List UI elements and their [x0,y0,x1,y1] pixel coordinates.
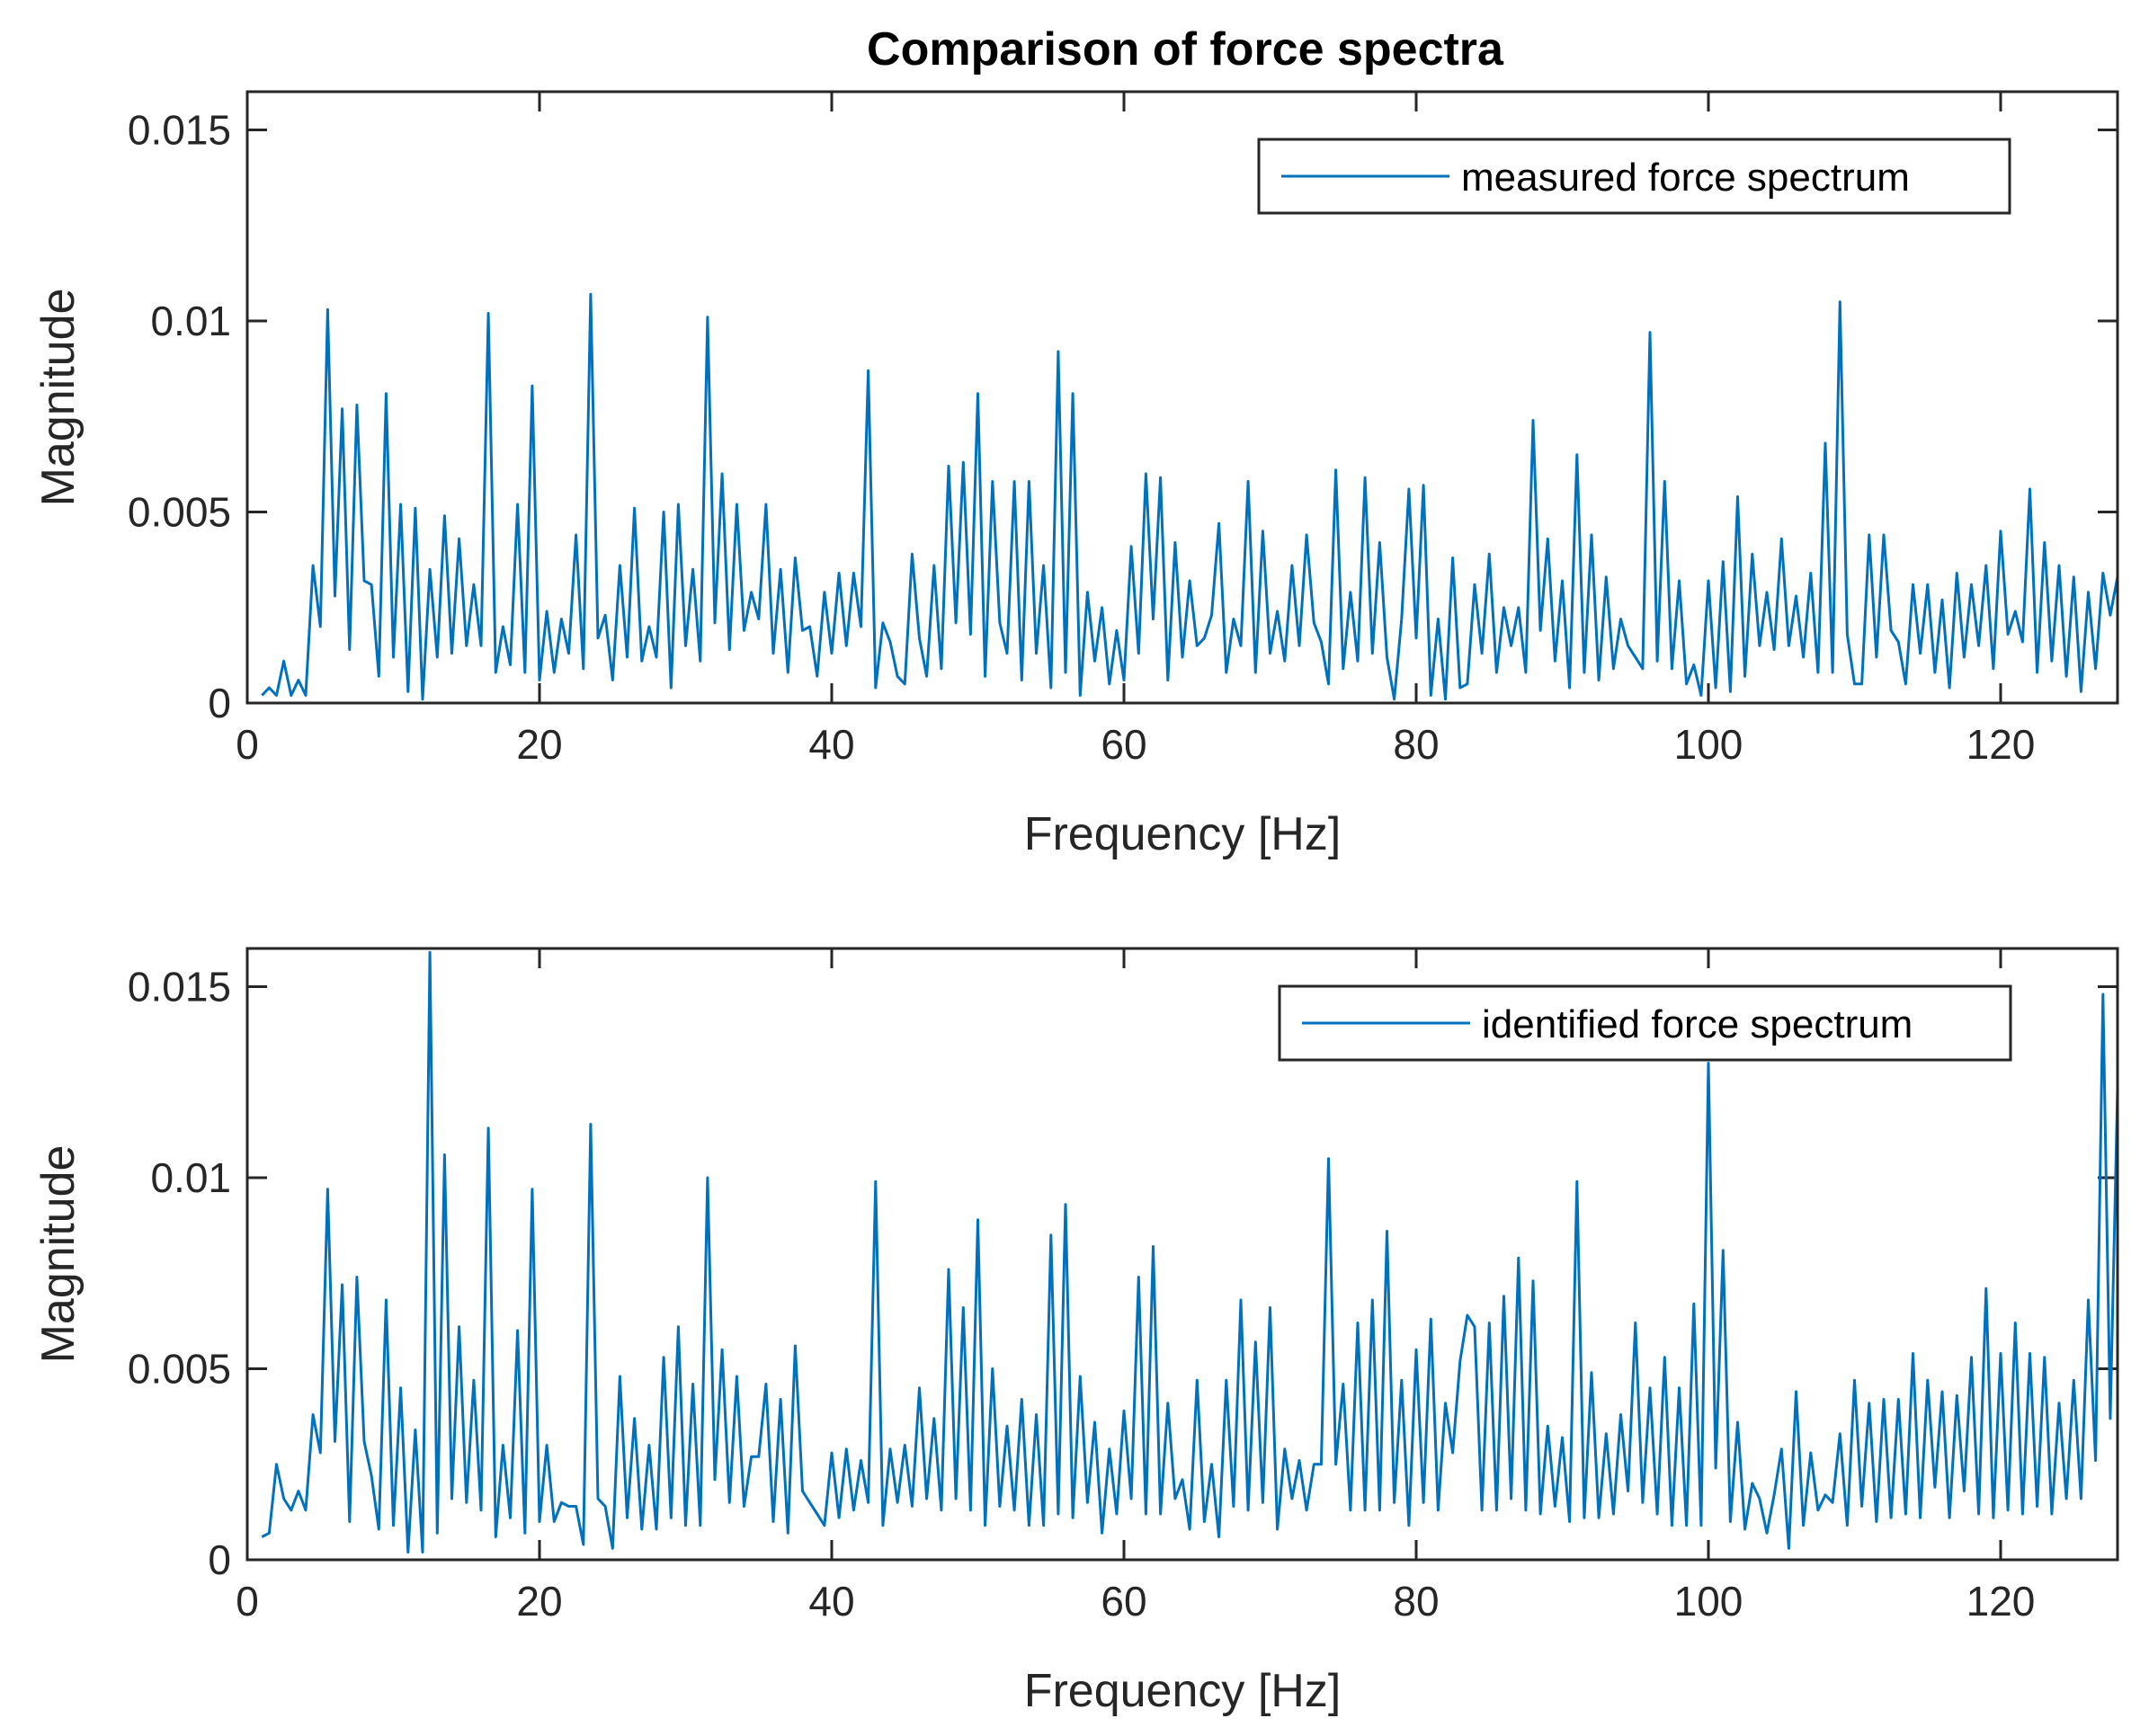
y-tick-label: 0.015 [128,964,231,1010]
x-tick-label: 120 [1966,721,2036,768]
legend-label: measured force spectrum [1461,156,1910,200]
x-tick-label: 20 [516,721,562,768]
x-tick-label: 80 [1393,1578,1439,1625]
y-tick-label: 0 [208,680,231,726]
y-axis-label: Magnitude [32,289,85,507]
x-tick-label: 100 [1674,721,1743,768]
identified-force-spectrum-line [261,950,2119,1553]
axes-box [245,947,2119,1562]
x-tick-label: 60 [1101,721,1146,768]
x-tick-label: 0 [236,1578,259,1625]
y-axis-label: Magnitude [32,1145,85,1364]
x-tick-label: 60 [1101,1578,1146,1625]
y-tick-label: 0.005 [128,489,231,536]
measured-force-spectrum-line [261,292,2119,701]
y-tick-labels: 0 0.005 0.01 0.015 [128,964,231,1584]
x-tick-label: 40 [808,1578,854,1625]
figure-title: Comparison of force spectra [867,23,1504,76]
y-tick-labels: 0 0.005 0.01 0.015 [128,107,231,727]
y-tick-label: 0.01 [150,1154,231,1201]
x-tick-label: 40 [808,721,854,768]
x-axis-label: Frequency [Hz] [1024,808,1342,860]
axes-box [245,90,2119,705]
x-tick-label: 120 [1966,1578,2036,1625]
x-axis-label: Frequency [Hz] [1024,1665,1342,1717]
legend: identified force spectrum [1278,984,2012,1062]
x-tick-label: 80 [1393,721,1439,768]
y-tick-label: 0.015 [128,107,231,154]
legend: measured force spectrum [1257,138,2011,215]
y-tick-label: 0.01 [150,298,231,344]
x-tick-label: 0 [236,721,259,768]
x-tick-labels: 0 20 40 60 80 100 120 [236,1578,2035,1625]
measured-spectrum-panel: 0 20 40 60 80 100 120 0 0.005 0.01 0.015 Frequenc… [32,90,2119,860]
y-tick-label: 0 [208,1536,231,1583]
identified-spectrum-panel: 0 20 40 60 80 100 120 0 0.005 0.01 0.015 Frequenc… [32,947,2119,1717]
x-tick-label: 100 [1674,1578,1743,1625]
x-tick-label: 20 [516,1578,562,1625]
x-tick-labels: 0 20 40 60 80 100 120 [236,721,2035,768]
legend-label: identified force spectrum [1482,1002,1913,1046]
y-tick-label: 0.005 [128,1346,231,1393]
